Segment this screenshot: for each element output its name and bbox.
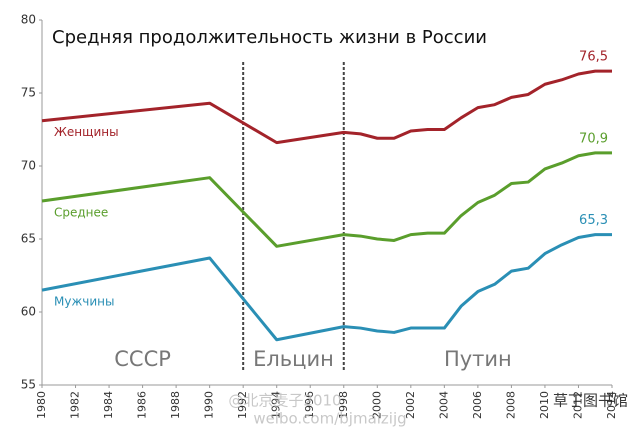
y-tick-label: 65 xyxy=(21,232,36,246)
watermark: 草丁图书馆 xyxy=(553,392,628,410)
era-label: СССР xyxy=(114,347,171,371)
x-tick-label: 2002 xyxy=(404,391,417,419)
x-tick-label: 2006 xyxy=(471,391,484,419)
y-tick-label: 75 xyxy=(21,86,36,100)
x-tick-label: 2004 xyxy=(437,391,450,419)
series-line xyxy=(41,69,612,145)
x-tick-label: 2014 xyxy=(605,391,618,419)
x-tick-label: 1986 xyxy=(136,391,149,419)
era-label: Путин xyxy=(444,347,512,371)
chart-title: Средняя продолжительность жизни в России xyxy=(52,27,487,48)
y-tick-label: 70 xyxy=(21,159,36,173)
series-line xyxy=(41,233,612,342)
watermark: @北京麦子2010 xyxy=(228,392,341,410)
x-tick-label: 1984 xyxy=(102,391,115,419)
era-label: Ельцин xyxy=(253,347,334,371)
x-tick-label: 2008 xyxy=(504,391,517,419)
x-tick-label: 1998 xyxy=(337,391,350,419)
value-label: 70,9 xyxy=(579,131,608,146)
value-label: 65,3 xyxy=(579,213,608,228)
x-tick-label: 1980 xyxy=(35,391,48,419)
y-tick-label: 60 xyxy=(21,305,36,319)
x-tick-label: 1982 xyxy=(69,391,82,419)
x-tick-label: 2012 xyxy=(571,391,584,419)
x-tick-label: 1988 xyxy=(169,391,182,419)
x-tick-label: 2000 xyxy=(370,391,383,419)
value-label: 76,5 xyxy=(579,50,608,65)
x-tick-label: 1994 xyxy=(270,391,283,419)
series-label: Женщины xyxy=(54,125,119,139)
series-label: Среднее xyxy=(54,206,108,220)
x-tick-label: 1996 xyxy=(303,391,316,419)
x-tick-label: 1992 xyxy=(236,391,249,419)
series-line xyxy=(41,151,612,248)
y-tick-label: 80 xyxy=(21,13,36,27)
y-tick-label: 55 xyxy=(21,378,36,392)
x-tick-label: 1990 xyxy=(203,391,216,419)
x-tick-label: 2010 xyxy=(538,391,551,419)
series-label: Мужчины xyxy=(54,295,114,309)
watermark: weibo.com/bjmaizijg xyxy=(253,410,406,428)
